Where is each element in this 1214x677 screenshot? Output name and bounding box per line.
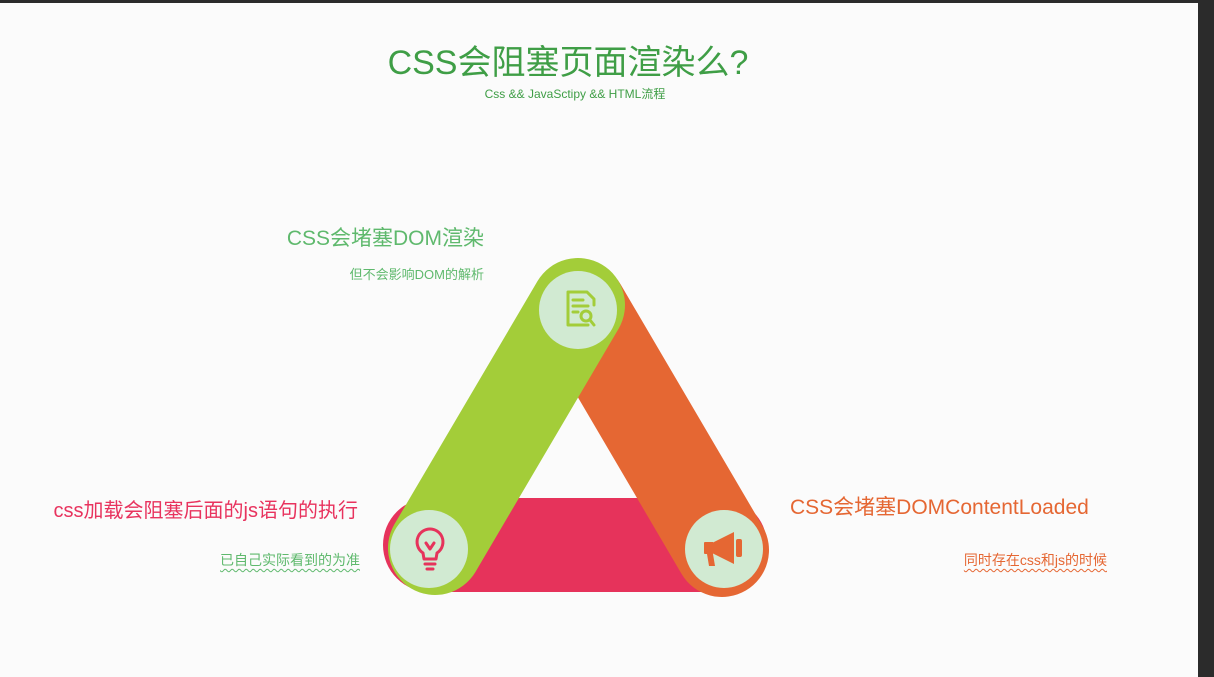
right-node-heading: CSS会堵塞DOMContentLoaded	[790, 496, 1089, 519]
top-node	[539, 271, 617, 349]
top-band	[388, 258, 625, 595]
left-node-heading: css加载会阻塞后面的js语句的执行	[53, 500, 358, 522]
top-node-note: 但不会影响DOM的解析	[349, 267, 484, 282]
megaphone-icon	[704, 532, 742, 566]
right-node	[685, 510, 763, 588]
right-node-note: 同时存在css和js的时候	[963, 552, 1107, 568]
left-node	[390, 510, 468, 588]
page-title: CSS会阻塞页面渲染么?	[387, 44, 749, 82]
lightbulb-icon	[415, 527, 445, 571]
top-node-heading: CSS会堵塞DOM渲染	[286, 227, 484, 250]
left-node-note: 已自己实际看到的为准	[220, 552, 360, 568]
cycle-diagram	[383, 258, 769, 597]
top-node-circle	[539, 271, 617, 349]
page-subtitle: Css && JavaSctipy && HTML流程	[484, 87, 666, 101]
document-search-icon	[566, 290, 596, 327]
slide: CSS会阻塞页面渲染么? Css && JavaSctipy && HTML流程	[0, 3, 1198, 677]
